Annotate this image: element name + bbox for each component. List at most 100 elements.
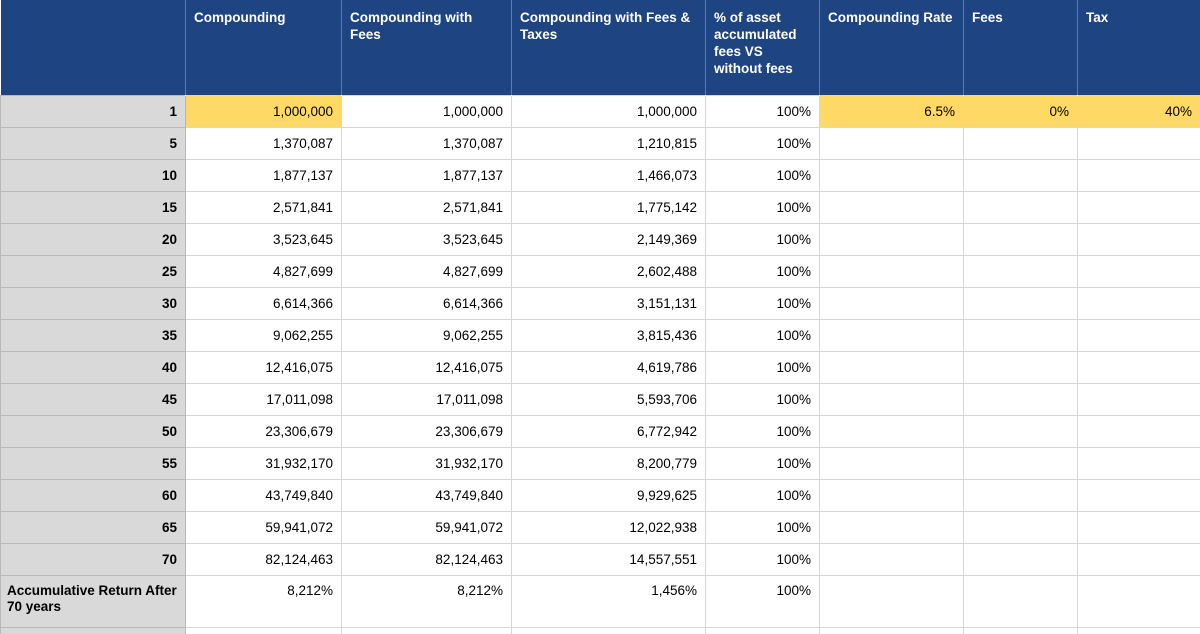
cell-rate[interactable] bbox=[819, 350, 964, 384]
cell-rate[interactable] bbox=[819, 254, 964, 288]
cell-with_fees_taxes[interactable] bbox=[511, 626, 706, 634]
cell-pct[interactable]: 100% bbox=[705, 254, 820, 288]
cell-pct[interactable]: 100% bbox=[705, 574, 820, 628]
cell-year[interactable]: 25 bbox=[0, 254, 186, 288]
cell-fees[interactable] bbox=[963, 286, 1078, 320]
cell-with_fees[interactable]: 31,932,170 bbox=[341, 446, 512, 480]
cell-tax[interactable] bbox=[1077, 510, 1200, 544]
cell-tax[interactable] bbox=[1077, 318, 1200, 352]
cell-compounding[interactable] bbox=[185, 626, 342, 634]
cell-with_fees_taxes[interactable]: 9,929,625 bbox=[511, 478, 706, 512]
cell-pct[interactable]: 100% bbox=[705, 158, 820, 192]
cell-year[interactable]: 5 bbox=[0, 126, 186, 160]
cell-with_fees[interactable]: 8,212% bbox=[341, 574, 512, 628]
cell-rate[interactable]: 6.5% bbox=[819, 94, 964, 128]
cell-year[interactable]: 1 bbox=[0, 94, 186, 128]
cell-year[interactable]: 65 bbox=[0, 510, 186, 544]
cell-rate[interactable] bbox=[819, 158, 964, 192]
column-header-compounding[interactable]: Compounding bbox=[185, 0, 342, 95]
cell-tax[interactable] bbox=[1077, 286, 1200, 320]
cell-with_fees_taxes[interactable]: 4,619,786 bbox=[511, 350, 706, 384]
cell-year[interactable]: 40 bbox=[0, 350, 186, 384]
cell-compounding[interactable]: 1,877,137 bbox=[185, 158, 342, 192]
cell-compounding[interactable]: 3,523,645 bbox=[185, 222, 342, 256]
cell-fees[interactable] bbox=[963, 574, 1078, 628]
cell-pct[interactable]: 100% bbox=[705, 126, 820, 160]
cell-compounding[interactable]: 2,571,841 bbox=[185, 190, 342, 224]
cell-pct[interactable]: 100% bbox=[705, 222, 820, 256]
cell-tax[interactable]: 40% bbox=[1077, 94, 1200, 128]
cell-rate[interactable] bbox=[819, 446, 964, 480]
cell-tax[interactable] bbox=[1077, 126, 1200, 160]
cell-pct[interactable]: 100% bbox=[705, 94, 820, 128]
cell-year[interactable]: 55 bbox=[0, 446, 186, 480]
cell-pct[interactable] bbox=[705, 626, 820, 634]
cell-pct[interactable]: 100% bbox=[705, 510, 820, 544]
cell-compounding[interactable]: 8,212% bbox=[185, 574, 342, 628]
cell-fees[interactable] bbox=[963, 318, 1078, 352]
cell-tax[interactable] bbox=[1077, 350, 1200, 384]
cell-pct[interactable]: 100% bbox=[705, 478, 820, 512]
cell-rate[interactable] bbox=[819, 626, 964, 634]
cell-tax[interactable] bbox=[1077, 254, 1200, 288]
cell-pct[interactable]: 100% bbox=[705, 414, 820, 448]
cell-tax[interactable] bbox=[1077, 190, 1200, 224]
cell-tax[interactable] bbox=[1077, 414, 1200, 448]
cell-tax[interactable] bbox=[1077, 446, 1200, 480]
cell-with_fees_taxes[interactable]: 3,815,436 bbox=[511, 318, 706, 352]
cell-tax[interactable] bbox=[1077, 222, 1200, 256]
cell-with_fees_taxes[interactable]: 1,466,073 bbox=[511, 158, 706, 192]
cell-pct[interactable]: 100% bbox=[705, 542, 820, 576]
cell-year[interactable]: 30 bbox=[0, 286, 186, 320]
cell-fees[interactable] bbox=[963, 190, 1078, 224]
cell-year[interactable]: 45 bbox=[0, 382, 186, 416]
column-header-tax[interactable]: Tax bbox=[1077, 0, 1200, 95]
cell-year[interactable]: 70 bbox=[0, 542, 186, 576]
cell-fees[interactable] bbox=[963, 126, 1078, 160]
cell-compounding[interactable]: 1,370,087 bbox=[185, 126, 342, 160]
cell-year[interactable]: Accumulative Return After 70 years bbox=[0, 574, 186, 628]
cell-with_fees[interactable]: 1,877,137 bbox=[341, 158, 512, 192]
column-header-compounding-with-fees[interactable]: Compounding with Fees bbox=[341, 0, 512, 95]
cell-rate[interactable] bbox=[819, 190, 964, 224]
cell-pct[interactable]: 100% bbox=[705, 190, 820, 224]
cell-fees[interactable] bbox=[963, 478, 1078, 512]
cell-compounding[interactable]: 1,000,000 bbox=[185, 94, 342, 128]
cell-with_fees_taxes[interactable]: 2,149,369 bbox=[511, 222, 706, 256]
cell-year[interactable]: 50 bbox=[0, 414, 186, 448]
cell-with_fees_taxes[interactable]: 1,210,815 bbox=[511, 126, 706, 160]
cell-with_fees[interactable]: 3,523,645 bbox=[341, 222, 512, 256]
cell-with_fees_taxes[interactable]: 8,200,779 bbox=[511, 446, 706, 480]
cell-with_fees_taxes[interactable]: 5,593,706 bbox=[511, 382, 706, 416]
cell-compounding[interactable]: 43,749,840 bbox=[185, 478, 342, 512]
column-header-year[interactable] bbox=[0, 0, 186, 95]
cell-pct[interactable]: 100% bbox=[705, 382, 820, 416]
cell-compounding[interactable]: 17,011,098 bbox=[185, 382, 342, 416]
cell-compounding[interactable]: 59,941,072 bbox=[185, 510, 342, 544]
cell-year[interactable] bbox=[0, 626, 186, 634]
cell-tax[interactable] bbox=[1077, 626, 1200, 634]
cell-pct[interactable]: 100% bbox=[705, 286, 820, 320]
column-header-compounding-rate[interactable]: Compounding Rate bbox=[819, 0, 964, 95]
column-header-pct-accumulated-fees[interactable]: % of asset accumulated fees VS without f… bbox=[705, 0, 820, 95]
cell-with_fees[interactable]: 9,062,255 bbox=[341, 318, 512, 352]
cell-fees[interactable] bbox=[963, 350, 1078, 384]
cell-with_fees_taxes[interactable]: 1,000,000 bbox=[511, 94, 706, 128]
cell-year[interactable]: 20 bbox=[0, 222, 186, 256]
cell-with_fees_taxes[interactable]: 6,772,942 bbox=[511, 414, 706, 448]
cell-with_fees_taxes[interactable]: 1,456% bbox=[511, 574, 706, 628]
cell-fees[interactable] bbox=[963, 382, 1078, 416]
cell-compounding[interactable]: 9,062,255 bbox=[185, 318, 342, 352]
cell-pct[interactable]: 100% bbox=[705, 318, 820, 352]
cell-with_fees[interactable]: 17,011,098 bbox=[341, 382, 512, 416]
cell-year[interactable]: 10 bbox=[0, 158, 186, 192]
cell-year[interactable]: 15 bbox=[0, 190, 186, 224]
cell-fees[interactable]: 0% bbox=[963, 94, 1078, 128]
cell-rate[interactable] bbox=[819, 414, 964, 448]
cell-compounding[interactable]: 6,614,366 bbox=[185, 286, 342, 320]
cell-with_fees[interactable]: 12,416,075 bbox=[341, 350, 512, 384]
cell-tax[interactable] bbox=[1077, 158, 1200, 192]
cell-with_fees[interactable]: 43,749,840 bbox=[341, 478, 512, 512]
cell-with_fees_taxes[interactable]: 1,775,142 bbox=[511, 190, 706, 224]
cell-rate[interactable] bbox=[819, 222, 964, 256]
